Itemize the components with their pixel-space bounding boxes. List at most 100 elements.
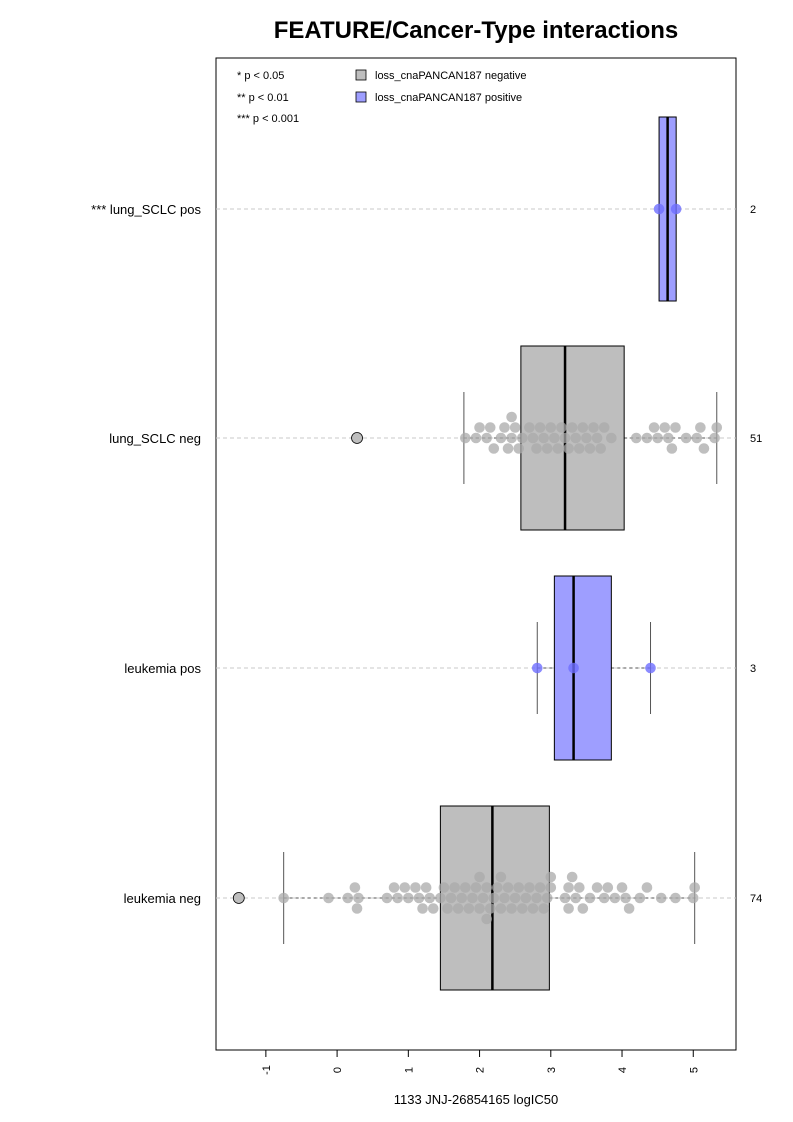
group-0-label: *** lung_SCLC pos [91,202,201,217]
group-3-point-60 [584,892,596,904]
group-3-point-56 [566,871,578,883]
group-3-point-26 [467,892,478,904]
group-1-point-5 [488,443,500,454]
group-3-point-70 [655,892,667,904]
group-3-point-37 [495,871,507,883]
group-1-point-18 [538,432,549,444]
group-3-point-65 [616,882,628,893]
group-1-outlier-0 [351,432,363,444]
group-1-point-8 [502,443,514,454]
group-3-point-64 [609,892,621,904]
legend-swatch-negative [355,69,367,81]
group-3-point-21 [449,882,460,893]
group-1-point-31 [584,443,596,454]
group-1-point-1 [470,432,482,444]
group-1-point-48 [698,443,710,454]
group-1-point-28 [573,443,585,454]
group-1-point-17 [534,422,546,433]
legend-series-positive: loss_cnaPANCAN187 positive [375,92,522,104]
group-1-point-50 [711,422,723,433]
group-1-point-6 [495,432,507,444]
data-points [278,203,723,925]
group-3-point-28 [474,903,485,914]
group-1-point-37 [630,432,642,444]
group-3-point-6 [381,892,393,904]
group-3-point-40 [506,903,517,914]
legend-pvalue-2: ** p < 0.01 [237,92,289,104]
group-1-point-3 [481,432,492,444]
group-3-point-55 [563,903,574,914]
group-3-point-36 [495,903,507,914]
chart-title: FEATURE/Cancer-Type interactions [274,17,679,44]
group-3-point-58 [573,882,585,893]
group-1-point-4 [484,422,496,433]
group-3-point-57 [570,892,582,904]
group-1-point-44 [670,422,681,433]
group-3-point-25 [463,903,475,914]
x-tick-label-3: 2 [475,1067,487,1073]
group-3-point-71 [670,892,681,904]
group-3-point-17 [435,892,446,904]
group-1-point-40 [652,432,663,444]
group-2-label: leukemia pos [124,661,201,676]
x-axis: -1 0 1 2 3 4 5 [261,1049,700,1075]
group-1-point-11 [509,422,521,433]
group-1-point-35 [598,422,610,433]
group-1-point-46 [691,432,703,444]
group-3-point-63 [602,882,614,893]
group-3-point-19 [442,903,453,914]
group-1-point-12 [513,443,525,454]
legend-pvalue-3: *** p < 0.001 [237,113,299,125]
group-3-count: 74 [750,893,762,905]
group-1-point-42 [663,432,674,444]
group-3-point-44 [520,892,532,904]
group-3-point-7 [388,882,400,893]
group-2-box [553,575,612,761]
group-1-point-43 [666,443,678,454]
x-tick-label-1: 0 [332,1067,344,1073]
group-1-point-13 [517,432,528,444]
group-3-point-32 [481,913,492,925]
group-1-point-25 [563,443,574,454]
group-3-point-72 [687,892,699,904]
group-3-point-23 [456,892,468,904]
group-1-point-34 [595,443,606,454]
group-1-point-26 [566,422,578,433]
group-3-point-27 [470,882,482,893]
group-1-point-21 [549,432,560,444]
group-1-point-22 [552,443,564,454]
group-3-point-50 [541,892,553,904]
group-3-point-45 [524,882,535,893]
group-1-point-14 [524,422,535,433]
legend-series-negative: loss_cnaPANCAN187 negative [375,70,526,82]
group-3-point-0 [278,892,289,904]
group-1-point-32 [588,422,599,433]
group-3-point-34 [488,892,500,904]
group-3-point-10 [403,892,414,904]
group-3-point-39 [502,882,514,893]
group-3-label: leukemia neg [124,891,201,906]
group-1-point-27 [570,432,582,444]
group-3-point-49 [538,903,549,914]
group-3-point-61 [591,882,603,893]
group-1-point-0 [460,432,471,444]
group-3-point-30 [477,892,489,904]
group-3-point-18 [438,882,450,893]
group-3-point-38 [499,892,510,904]
group-1-point-30 [581,432,592,444]
group-1-point-7 [499,422,510,433]
legend-swatch-positive [355,91,367,103]
x-axis-label: 1133 JNJ-26854165 logIC50 [394,1092,559,1107]
group-3-point-11 [410,882,421,893]
group-1-point-10 [506,411,517,423]
legend: * p < 0.05 ** p < 0.01 *** p < 0.001 los… [237,69,526,125]
group-3-point-13 [417,903,428,914]
x-tick-label-4: 3 [546,1067,558,1073]
group-3-point-66 [620,892,631,904]
group-1-point-33 [591,432,603,444]
group-3-point-33 [484,903,496,914]
group-1-point-39 [648,422,660,433]
group-3-point-68 [634,892,646,904]
group-3-point-42 [513,882,525,893]
group-3-point-20 [445,892,457,904]
